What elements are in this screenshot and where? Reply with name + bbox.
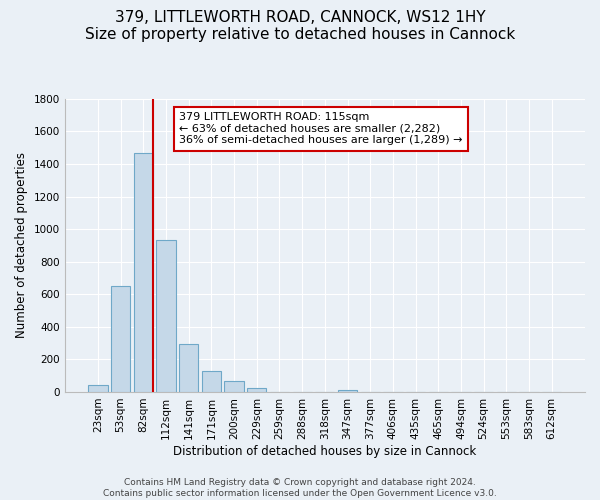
Bar bbox=[202, 371, 221, 392]
Bar bbox=[111, 286, 130, 392]
Text: Contains HM Land Registry data © Crown copyright and database right 2024.
Contai: Contains HM Land Registry data © Crown c… bbox=[103, 478, 497, 498]
Text: 379, LITTLEWORTH ROAD, CANNOCK, WS12 1HY
Size of property relative to detached h: 379, LITTLEWORTH ROAD, CANNOCK, WS12 1HY… bbox=[85, 10, 515, 42]
X-axis label: Distribution of detached houses by size in Cannock: Distribution of detached houses by size … bbox=[173, 444, 476, 458]
Bar bbox=[134, 152, 153, 392]
Y-axis label: Number of detached properties: Number of detached properties bbox=[15, 152, 28, 338]
Text: 379 LITTLEWORTH ROAD: 115sqm
← 63% of detached houses are smaller (2,282)
36% of: 379 LITTLEWORTH ROAD: 115sqm ← 63% of de… bbox=[179, 112, 463, 146]
Bar bbox=[247, 388, 266, 392]
Bar bbox=[224, 382, 244, 392]
Bar bbox=[157, 240, 176, 392]
Bar bbox=[338, 390, 357, 392]
Bar bbox=[88, 386, 107, 392]
Bar bbox=[179, 344, 199, 392]
